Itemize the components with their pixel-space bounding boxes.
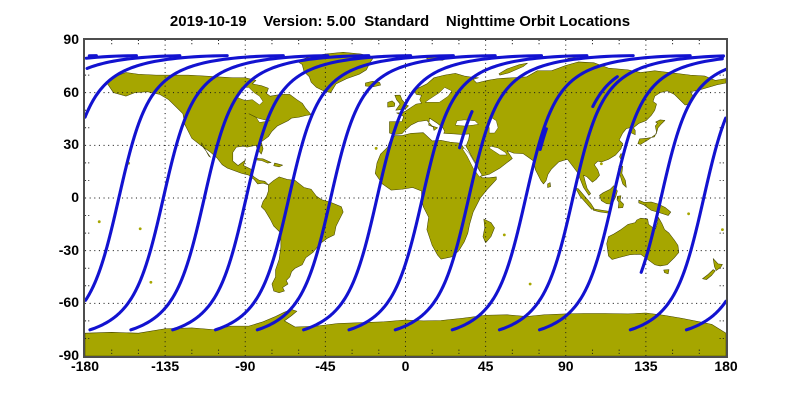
- chart-title: 2019-10-19 Version: 5.00 Standard Nightt…: [169, 13, 631, 30]
- landmass-sulawesi: [616, 195, 624, 209]
- y-tick-label: -60: [58, 294, 79, 311]
- orbit-track: [85, 54, 285, 302]
- orbit-track: [302, 54, 544, 332]
- x-tick-label: -90: [235, 358, 256, 374]
- y-tick-label: 90: [63, 31, 79, 47]
- x-tick-label: 135: [634, 358, 658, 374]
- orbit-track: [85, 54, 182, 70]
- y-tick-label: -90: [58, 347, 79, 363]
- orbit-track: [497, 54, 726, 332]
- x-tick-label: -135: [151, 358, 180, 374]
- world-map-svg: [85, 40, 726, 356]
- island-dot: [149, 280, 153, 284]
- island-dot: [528, 282, 532, 286]
- orbit-track: [88, 54, 330, 332]
- y-tick-label: 60: [63, 83, 79, 100]
- landmass-eurasia: [389, 61, 726, 196]
- landmass-new-zealand-south: [702, 269, 716, 280]
- landmass-sri-lanka: [547, 182, 551, 188]
- x-tick-label: -45: [315, 358, 336, 374]
- y-tick-label: 0: [71, 189, 79, 205]
- landmass-australia: [606, 217, 680, 267]
- landmass-tasmania: [663, 269, 670, 275]
- orbit-track: [450, 54, 692, 332]
- landmass-south-america: [261, 176, 344, 294]
- orbit-track: [213, 54, 455, 332]
- island-dot: [721, 228, 724, 232]
- x-tick-label: 180: [714, 358, 738, 374]
- landmass-madagascar: [482, 218, 495, 244]
- landmass-hispaniola: [273, 162, 283, 168]
- landmass-new-zealand-north: [712, 258, 723, 271]
- orbit-track: [129, 54, 371, 332]
- island-dot: [502, 233, 506, 237]
- x-tick-label: 90: [557, 358, 574, 374]
- landmass-sumatra: [575, 187, 595, 210]
- orbit-track-partial: [591, 75, 619, 109]
- y-tick-label: 30: [63, 136, 79, 153]
- y-tick-label: -30: [58, 241, 79, 258]
- orbit-track: [347, 54, 589, 332]
- island-dot: [138, 227, 142, 231]
- x-tick-label: -180: [70, 358, 100, 374]
- orbit-track: [684, 299, 726, 332]
- landmass-java: [593, 208, 610, 214]
- orbit-track: [85, 54, 229, 119]
- landmass-novaya-zemlya: [498, 62, 528, 76]
- orbit-track: [171, 54, 413, 332]
- landmass-cuba: [254, 157, 272, 164]
- orbit-track-partial: [458, 110, 474, 150]
- water-great-lakes: [248, 113, 271, 123]
- island-dot: [97, 220, 101, 224]
- island-dot: [687, 212, 691, 216]
- orbit-track: [537, 57, 724, 332]
- orbit-track: [639, 67, 726, 274]
- orbit-track-partial: [538, 127, 548, 152]
- x-tick-label: 0: [401, 358, 410, 374]
- x-tick-label: 45: [477, 358, 494, 374]
- orbit-track: [255, 54, 497, 332]
- island-dot: [599, 162, 603, 166]
- landmass-ireland: [387, 100, 396, 108]
- water-baltic-sea: [424, 87, 453, 103]
- orbit-track: [85, 54, 138, 60]
- water-persian-gulf: [488, 145, 508, 156]
- island-dot: [374, 146, 378, 150]
- orbit-track: [628, 116, 726, 332]
- landmass-new-guinea: [638, 199, 672, 216]
- water-red-sea: [462, 147, 483, 178]
- landmass-japan: [637, 119, 666, 145]
- orbit-track: [393, 54, 635, 332]
- plot-frame: [83, 38, 728, 358]
